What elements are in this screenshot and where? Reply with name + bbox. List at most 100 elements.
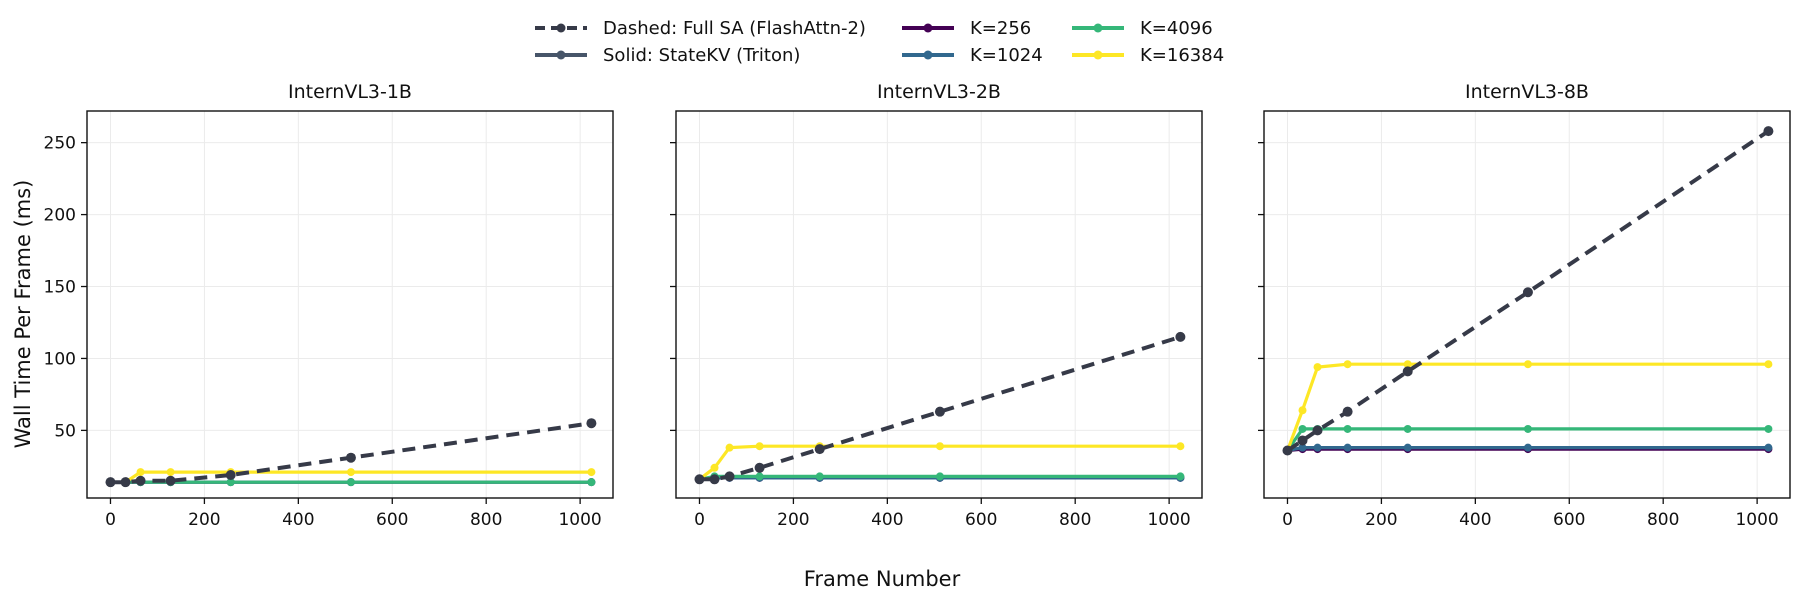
data-point xyxy=(165,475,176,486)
data-point xyxy=(346,478,355,487)
panel-title: InternVL3-8B xyxy=(1465,81,1589,103)
data-point xyxy=(1176,442,1185,451)
legend-entry: K=16384 xyxy=(1072,45,1224,66)
legend-entry: K=256 xyxy=(902,18,1031,39)
x-tick-label: 600 xyxy=(965,510,997,530)
data-point xyxy=(755,442,764,451)
data-point xyxy=(1312,425,1323,436)
data-point xyxy=(136,468,145,477)
y-tick-label: 50 xyxy=(54,421,76,441)
data-point xyxy=(120,477,131,488)
data-point xyxy=(1402,366,1413,377)
data-point xyxy=(754,462,765,473)
legend-label: K=4096 xyxy=(1140,18,1213,39)
data-point xyxy=(1403,360,1412,369)
legend-label: K=16384 xyxy=(1140,45,1224,66)
data-point xyxy=(755,472,764,481)
data-point xyxy=(710,463,719,472)
data-point xyxy=(1764,360,1773,369)
x-axis-label: Frame Number xyxy=(804,567,961,591)
data-point xyxy=(1282,445,1293,456)
panel-title: InternVL3-1B xyxy=(288,81,412,103)
legend-entry: Dashed: Full SA (FlashAttn-2) xyxy=(535,18,866,39)
y-tick-label: 100 xyxy=(44,349,76,369)
legend-swatch-marker xyxy=(923,23,933,33)
data-point xyxy=(586,418,597,429)
data-point xyxy=(1403,443,1412,452)
data-point xyxy=(1298,406,1307,415)
y-tick-label: 150 xyxy=(44,278,76,298)
data-point xyxy=(1523,424,1532,433)
data-point xyxy=(935,442,944,451)
series-k-16384 xyxy=(1283,360,1773,455)
x-tick-label: 600 xyxy=(376,510,408,530)
data-point xyxy=(1343,424,1352,433)
data-point xyxy=(725,443,734,452)
data-point xyxy=(135,475,146,486)
panel-1: InternVL3-1B 0 200 400 600 800 1000 50 100 150 200… xyxy=(44,81,614,530)
chart-panels: InternVL3-1B 0 200 400 600 800 1000 50 100 150 200… xyxy=(44,81,1791,530)
x-tick-label: 1000 xyxy=(558,510,601,530)
x-tick-label: 0 xyxy=(105,510,116,530)
x-tick-label: 200 xyxy=(777,510,809,530)
x-tick-label: 400 xyxy=(282,510,314,530)
data-point xyxy=(1763,126,1774,137)
y-tick-label: 250 xyxy=(44,134,76,154)
x-tick-label: 400 xyxy=(871,510,903,530)
data-point xyxy=(226,478,235,487)
data-point xyxy=(346,468,355,477)
panel-title: InternVL3-2B xyxy=(877,81,1001,103)
data-point xyxy=(1313,363,1322,372)
legend-label: Dashed: Full SA (FlashAttn-2) xyxy=(603,18,866,39)
plot-frame xyxy=(86,110,614,499)
data-point xyxy=(1175,331,1186,342)
x-tick-label: 600 xyxy=(1553,510,1585,530)
x-tick-label: 800 xyxy=(470,510,502,530)
data-point xyxy=(709,474,720,485)
data-point xyxy=(1403,424,1412,433)
x-tick-label: 200 xyxy=(188,510,220,530)
x-tick-label: 200 xyxy=(1365,510,1397,530)
data-point xyxy=(1764,424,1773,433)
data-point xyxy=(1523,443,1532,452)
data-point xyxy=(1298,424,1307,433)
data-point xyxy=(1176,472,1185,481)
data-point xyxy=(1764,443,1773,452)
data-point xyxy=(105,477,116,488)
data-point xyxy=(814,444,825,455)
data-point xyxy=(1313,443,1322,452)
data-point xyxy=(815,472,824,481)
series-full-sa-flashattn-2- xyxy=(1282,126,1774,456)
data-point xyxy=(587,478,596,487)
data-point xyxy=(694,474,705,485)
series-full-sa-flashattn-2- xyxy=(105,418,597,488)
data-point xyxy=(166,468,175,477)
legend-entry: Solid: StateKV (Triton) xyxy=(535,45,800,66)
x-tick-label: 800 xyxy=(1059,510,1091,530)
legend-entry: K=1024 xyxy=(902,45,1043,66)
legend-entry: K=4096 xyxy=(1072,18,1213,39)
data-point xyxy=(1522,287,1533,298)
legend-swatch-marker xyxy=(556,50,566,60)
x-tick-label: 0 xyxy=(1282,510,1293,530)
series-full-sa-flashattn-2- xyxy=(694,331,1186,485)
plot-frame xyxy=(1263,110,1791,499)
data-point xyxy=(1523,360,1532,369)
x-tick-label: 400 xyxy=(1459,510,1491,530)
x-tick-label: 1000 xyxy=(1147,510,1190,530)
legend-swatch-marker xyxy=(556,23,566,33)
legend-label: K=1024 xyxy=(970,45,1043,66)
data-point xyxy=(1342,406,1353,417)
panel-3: InternVL3-8B 0 200 400 600 800 1000 xyxy=(1258,81,1791,530)
data-point xyxy=(935,472,944,481)
panel-2: InternVL3-2B 0 200 400 600 800 1000 xyxy=(670,81,1203,530)
data-point xyxy=(587,468,596,477)
x-tick-label: 800 xyxy=(1647,510,1679,530)
legend-label: Solid: StateKV (Triton) xyxy=(603,45,800,66)
data-point xyxy=(345,452,356,463)
data-point xyxy=(1297,435,1308,446)
plot-frame xyxy=(675,110,1203,499)
y-tick-label: 200 xyxy=(44,206,76,226)
legend: Dashed: Full SA (FlashAttn-2) Solid: Stat… xyxy=(535,18,1224,66)
